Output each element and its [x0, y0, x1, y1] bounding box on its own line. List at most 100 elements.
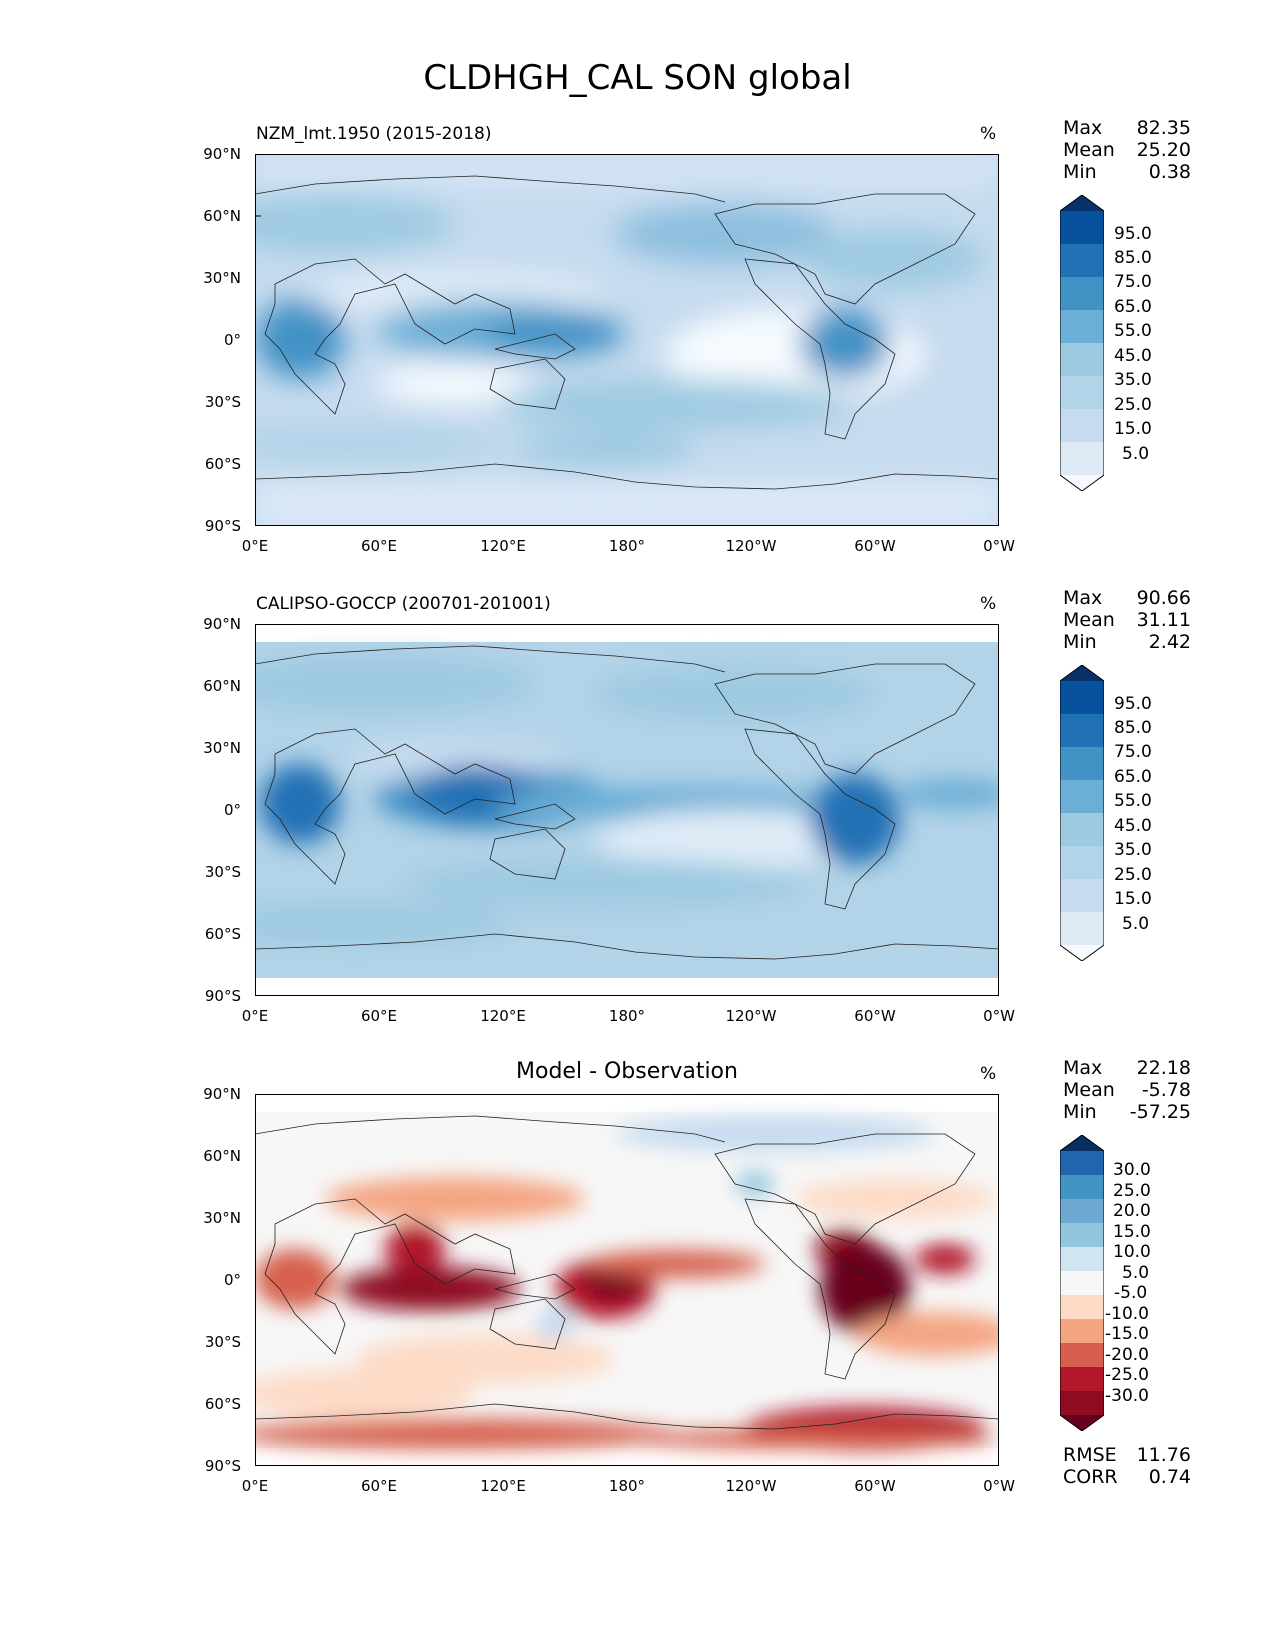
panel3-lon-label: 0°W [983, 1477, 1015, 1495]
panel1-unit: % [980, 124, 997, 144]
colorbar-segment [1060, 1175, 1104, 1200]
panel1-stats: Max 82.35 Mean 25.20 Min 0.38 [1063, 117, 1191, 183]
colorbar-tick-label: 55.0 [1114, 321, 1152, 341]
panel1-title: NZM_lmt.1950 (2015-2018) [256, 124, 492, 144]
panel3-lon-label: 180° [608, 1477, 646, 1495]
panel1-lon-label: 180° [608, 537, 646, 555]
colorbar-segment [1060, 244, 1104, 278]
stat-max: 90.66 [1136, 587, 1191, 609]
panel2-title: CALIPSO-GOCCP (200701-201001) [256, 594, 551, 614]
colorbar-segment [1060, 1367, 1104, 1392]
colorbar-extend-top [1060, 1135, 1104, 1151]
stat-label: Max [1063, 587, 1103, 609]
colorbar-segment [1060, 714, 1104, 748]
panel2-colorbar [1059, 664, 1105, 962]
panel1-map-svg [255, 154, 999, 526]
colorbar-extend-top [1060, 665, 1104, 681]
stat-corr: 0.74 [1148, 1466, 1191, 1488]
panel2-lon-label: 0°E [241, 1007, 269, 1025]
colorbar-tick-label: 55.0 [1114, 791, 1152, 811]
colorbar-tick-label: 25.0 [1114, 395, 1152, 415]
panel3-stats: Max 22.18 Mean -5.78 Min -57.25 [1063, 1057, 1191, 1123]
colorbar-segment [1060, 1391, 1104, 1416]
colorbar-tick-label: 25.0 [1114, 865, 1152, 885]
panel2-stats: Max 90.66 Mean 31.11 Min 2.42 [1063, 587, 1191, 653]
colorbar-extend-bottom [1060, 475, 1104, 491]
stat-label: Min [1063, 1101, 1097, 1123]
panel2-lon-label: 120°W [725, 1007, 777, 1025]
colorbar-segment [1060, 912, 1104, 946]
colorbar-extend-bottom [1060, 945, 1104, 961]
colorbar-segment [1060, 376, 1104, 410]
colorbar-tick-label: 45.0 [1114, 346, 1152, 366]
colorbar-tick-label: 5.0 [1122, 914, 1150, 934]
panel1-colorbar [1059, 194, 1105, 492]
colorbar-tick-label: 35.0 [1114, 370, 1152, 390]
stat-label: Mean [1063, 1079, 1115, 1101]
colorbar-tick-label: 30.0 [1113, 1160, 1151, 1180]
panel3-lon-label: 60°E [360, 1477, 398, 1495]
panel2-lon-label: 60°E [360, 1007, 398, 1025]
panel2-lon-label: 120°E [480, 1007, 526, 1025]
panel1-lat-label: 60°N [203, 207, 241, 225]
stat-label: Min [1063, 161, 1097, 183]
stat-mean: -5.78 [1141, 1079, 1191, 1101]
colorbar-svg [1059, 664, 1105, 962]
panel2-map-svg [255, 624, 999, 996]
panel1-lon-label: 0°E [241, 537, 269, 555]
colorbar-tick-label: 20.0 [1113, 1201, 1151, 1221]
panel1-lat-label: 60°S [204, 455, 241, 473]
panel2-lon-label: 0°W [983, 1007, 1015, 1025]
colorbar-tick-label: -5.0 [1114, 1283, 1148, 1303]
panel3-lon-label: 120°W [725, 1477, 777, 1495]
stat-label: Max [1063, 1057, 1103, 1079]
panel3-lon-label: 60°W [854, 1477, 896, 1495]
colorbar-tick-label: 15.0 [1113, 1222, 1151, 1242]
panel1-lat-label: 30°S [204, 393, 241, 411]
colorbar-segment [1060, 1247, 1104, 1272]
panel3-map [255, 1094, 999, 1466]
panel2-lon-label: 60°W [854, 1007, 896, 1025]
panel3-lat-label: 60°S [204, 1395, 241, 1413]
panel3-coastlines [255, 1115, 999, 1430]
stat-min: 0.38 [1148, 161, 1191, 183]
panel3-error-stats: RMSE 11.76 CORR 0.74 [1063, 1444, 1191, 1488]
colorbar-segment [1060, 442, 1104, 476]
panel2-lon-label: 180° [608, 1007, 646, 1025]
panel2-lat-label: 30°S [204, 863, 241, 881]
colorbar-svg [1059, 1134, 1105, 1432]
panel1-map [255, 154, 999, 526]
panel2-lat-label: 0° [223, 801, 241, 819]
stat-label: RMSE [1063, 1444, 1117, 1466]
colorbar-tick-label: 5.0 [1122, 444, 1150, 464]
stat-mean: 25.20 [1136, 139, 1191, 161]
colorbar-tick-label: 95.0 [1114, 224, 1152, 244]
panel3-lon-label: 0°E [241, 1477, 269, 1495]
panel1-lat-label: 90°S [204, 517, 241, 535]
colorbar-tick-label: 75.0 [1114, 742, 1152, 762]
colorbar-tick-label: -10.0 [1105, 1304, 1149, 1324]
panel3-lat-label: 30°N [203, 1209, 241, 1227]
colorbar-extend-top [1060, 195, 1104, 211]
colorbar-segment [1060, 1151, 1104, 1176]
stat-label: Mean [1063, 139, 1115, 161]
colorbar-segment [1060, 1295, 1104, 1320]
panel1-lon-label: 120°W [725, 537, 777, 555]
colorbar-segment [1060, 780, 1104, 814]
stat-min: 2.42 [1148, 631, 1191, 653]
panel3-lat-label: 90°S [204, 1457, 241, 1475]
colorbar-tick-label: 15.0 [1114, 889, 1152, 909]
colorbar-segment [1060, 1223, 1104, 1248]
stat-label: CORR [1063, 1466, 1118, 1488]
colorbar-segment [1060, 813, 1104, 847]
colorbar-segment [1060, 1199, 1104, 1224]
stat-mean: 31.11 [1136, 609, 1191, 631]
panel3-lat-label: 90°N [203, 1085, 241, 1103]
colorbar-tick-label: 85.0 [1114, 248, 1152, 268]
panel2-lat-label: 60°N [203, 677, 241, 695]
panel1-lat-label: 30°N [203, 269, 241, 287]
colorbar-segment [1060, 846, 1104, 880]
panel1-lon-label: 0°W [983, 537, 1015, 555]
colorbar-extend-bottom [1060, 1415, 1104, 1431]
colorbar-tick-label: 35.0 [1114, 840, 1152, 860]
